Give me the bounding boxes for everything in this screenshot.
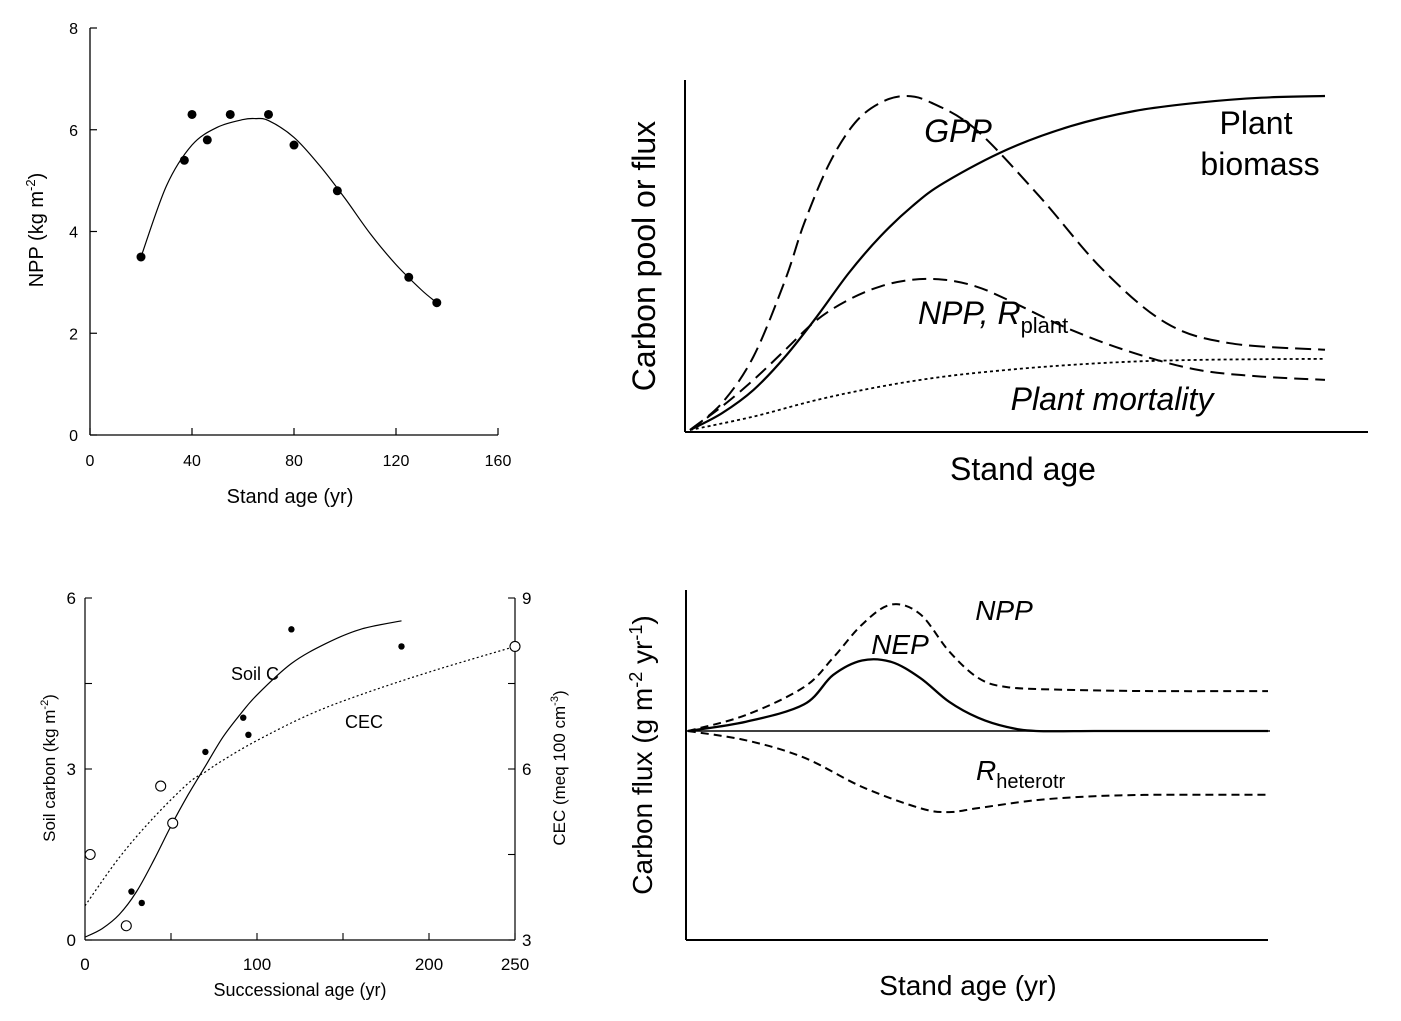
rheterotr-line [687, 730, 1268, 814]
flux-y-label: Carbon flux (g m-2 yr-1) [626, 615, 658, 894]
cec-point [84, 848, 96, 861]
soil-c-curve [84, 620, 402, 938]
npp-x-tick-label: 40 [183, 453, 201, 470]
npp-x-tick-label: 120 [383, 453, 410, 470]
carbon-pool-chart: GPP Plant biomass NPP, Rplant Plant mort… [626, 80, 1368, 487]
cec-point [155, 780, 167, 792]
nep-line [687, 658, 1268, 733]
soil-c-point [398, 643, 405, 650]
npp-data-points [136, 109, 442, 308]
cec-y-tick-label: 3 [522, 931, 531, 950]
rheterotr-label: Rheterotr [976, 755, 1066, 793]
soil-c-point [138, 899, 145, 907]
plant-mortality-line [689, 358, 1326, 431]
npp-point [432, 298, 442, 308]
nep-label: NEP [871, 629, 929, 660]
npp-ticks: 0 40 80 120 160 0 2 4 6 8 [69, 21, 511, 470]
soil-x-tick-label: 100 [243, 955, 271, 974]
soil-data-points [84, 626, 521, 932]
plant-mortality-label: Plant mortality [1011, 381, 1216, 417]
cec-curve [84, 645, 516, 907]
soil-c-label: Soil C [231, 664, 279, 684]
npp-point [332, 186, 342, 196]
soil-x-tick-label: 0 [80, 955, 89, 974]
npp-rplant-label: NPP, Rplant [918, 295, 1068, 338]
npp-point [187, 109, 197, 119]
npp-y-tick-label: 2 [69, 326, 78, 343]
soil-c-point [202, 748, 209, 756]
npp-rplant-line [689, 277, 1326, 431]
soil-c-point [288, 626, 295, 633]
npp-x-tick-label: 160 [485, 453, 512, 470]
soil-x-tick-label: 250 [501, 955, 529, 974]
npp-point [136, 252, 146, 262]
soil-c-point [240, 714, 247, 721]
carbon-flux-chart: NPP NEP Rheterotr Stand age (yr) Carbon … [626, 590, 1270, 1001]
npp-x-tick-label: 80 [285, 453, 303, 470]
gpp-label: GPP [924, 113, 992, 149]
npp-point [289, 140, 299, 150]
cec-point [167, 817, 179, 829]
npp-flux-label: NPP [975, 595, 1033, 626]
npp-x-label: Stand age (yr) [227, 486, 354, 508]
soil-c-point [245, 731, 252, 738]
soil-y-label: Soil carbon (kg m-2) [39, 694, 59, 842]
npp-y-tick-label: 0 [69, 428, 78, 445]
soil-x-label: Successional age (yr) [213, 980, 386, 1000]
cec-y-label: CEC (meq 100 cm-3) [549, 690, 569, 845]
cec-label: CEC [345, 712, 383, 732]
npp-y-tick-label: 6 [69, 123, 78, 140]
gpp-line [689, 94, 1326, 431]
cec-point [509, 640, 521, 653]
plant-biomass-label-line1: Plant [1220, 105, 1293, 141]
npp-chart: 0 40 80 120 160 0 2 4 6 8 Stand age (yr) NPP (kg … [23, 21, 511, 508]
soil-carbon-chart: 0 100 200 250 0 3 6 3 6 9 Soil C CEC Successional… [39, 589, 569, 1000]
npp-y-tick-label: 8 [69, 21, 78, 38]
npp-point [225, 109, 235, 119]
npp-point [404, 272, 414, 282]
npp-point [179, 155, 189, 165]
cec-point [120, 920, 132, 932]
npp-point [202, 135, 212, 145]
npp-y-label: NPP (kg m-2) [23, 173, 48, 288]
soil-y-tick-label: 0 [67, 931, 76, 950]
plant-biomass-label-line2: biomass [1200, 146, 1319, 182]
npp-flux-line [687, 603, 1269, 732]
soil-x-tick-label: 200 [415, 955, 443, 974]
plant-biomass-line [689, 94, 1326, 431]
flux-x-label: Stand age (yr) [879, 970, 1056, 1001]
soil-c-point [128, 888, 135, 895]
soil-ticks: 0 100 200 250 0 3 6 3 6 9 [67, 589, 532, 974]
npp-fit-curve [140, 117, 438, 304]
cec-y-tick-label: 6 [522, 760, 531, 779]
soil-y-tick-label: 3 [67, 760, 76, 779]
pool-x-label: Stand age [950, 451, 1096, 487]
cec-y-tick-label: 9 [522, 589, 531, 608]
npp-y-tick-label: 4 [69, 225, 78, 242]
soil-y-tick-label: 6 [67, 589, 76, 608]
npp-x-tick-label: 0 [86, 453, 95, 470]
pool-y-label: Carbon pool or flux [626, 121, 662, 391]
npp-point [264, 109, 273, 119]
